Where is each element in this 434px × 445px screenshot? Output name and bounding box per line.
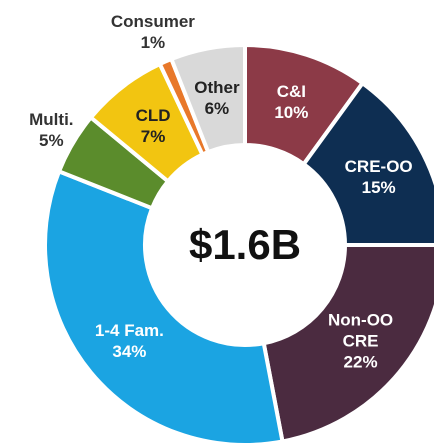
category-label: C&I	[276, 82, 306, 102]
donut-segment	[300, 80, 434, 247]
category-label: Multi.	[29, 110, 74, 130]
category-label: 1-4 Fam.	[94, 320, 164, 340]
value-label: 5%	[39, 131, 64, 151]
segment-label: Other 6%	[194, 77, 239, 119]
segment-label: Consumer 1%	[111, 11, 195, 53]
segment-label: Multi. 5%	[29, 109, 73, 151]
value-label: 6%	[204, 98, 230, 118]
category-label: Other	[194, 77, 240, 97]
segment-label: 1-4 Fam. 34%	[95, 320, 164, 362]
segment-label: C&I 10%	[274, 81, 308, 123]
value-label: 10%	[274, 103, 309, 123]
category-label: Consumer	[110, 12, 195, 32]
value-label: 15%	[361, 177, 396, 197]
value-label: 1%	[140, 33, 166, 53]
category-label: CLD	[135, 106, 171, 126]
segment-label: Non-OO CRE 22%	[328, 309, 394, 372]
donut-segment	[43, 168, 285, 445]
segment-label: CRE-OO 15%	[345, 156, 413, 198]
segment-label: CLD 7%	[136, 105, 171, 147]
donut-segment	[168, 42, 247, 155]
category-label: CRE-OO	[344, 156, 413, 176]
donut-segment	[261, 243, 434, 444]
center-label: $1.6B	[188, 221, 302, 268]
value-label: 22%	[343, 352, 378, 372]
category-label: Non-OO CRE	[327, 310, 394, 351]
value-label: 7%	[140, 127, 166, 147]
value-label: 34%	[112, 341, 147, 361]
